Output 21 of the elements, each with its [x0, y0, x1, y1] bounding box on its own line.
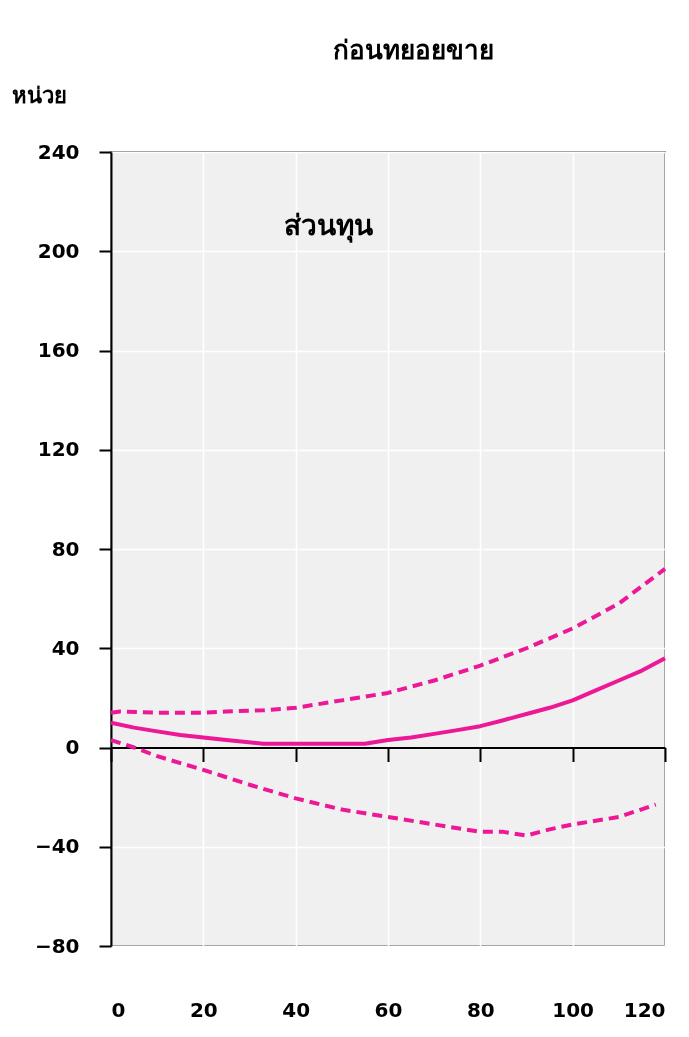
- x-tick-label: 40: [282, 997, 311, 1022]
- y-tick-label: 160: [37, 338, 80, 362]
- line-series: [109, 566, 667, 715]
- x-tick-label: 0: [111, 997, 126, 1022]
- y-tick-label: −40: [34, 834, 80, 859]
- y-tick-label: 120: [37, 437, 80, 462]
- y-tick-label: 200: [37, 238, 80, 263]
- chart-title: ก่อนทยอยขาย: [332, 35, 494, 65]
- line-series: [109, 738, 658, 838]
- y-tick-label: 40: [51, 635, 80, 660]
- x-tick-label: 120: [623, 997, 666, 1022]
- x-tick-label: 100: [552, 997, 595, 1022]
- y-tick-label: 240: [37, 139, 80, 164]
- y-axis-title: หน่วย: [11, 82, 67, 108]
- x-tick-label: 60: [374, 997, 403, 1022]
- annotation: ส่วนทุน: [283, 209, 373, 243]
- y-tick-label: 0: [65, 735, 80, 759]
- x-tick-label: 20: [189, 997, 218, 1022]
- x-tick-label: 80: [466, 997, 495, 1022]
- y-tick-label: 80: [51, 536, 80, 561]
- y-tick-label: −80: [34, 933, 80, 958]
